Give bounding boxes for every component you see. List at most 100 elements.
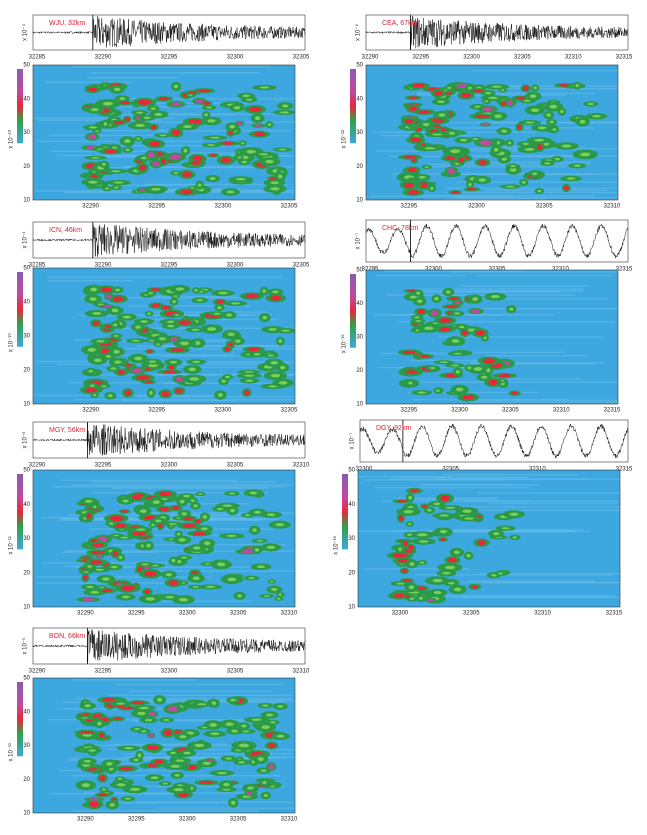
energy-mid: [263, 794, 268, 797]
energy-mid: [174, 773, 180, 777]
wave-tick-label: 32300: [161, 463, 178, 469]
energy-peak: [81, 597, 95, 601]
energy-peak: [79, 730, 94, 734]
energy-mid: [552, 128, 557, 131]
energy-mid: [116, 783, 126, 787]
spec-y-tick-label: 40: [23, 502, 30, 508]
wave-tick-label: 32305: [442, 467, 459, 473]
energy-mid: [202, 761, 211, 765]
streak: [126, 98, 295, 100]
energy-mid: [278, 174, 283, 179]
streak: [410, 359, 501, 362]
energy-peak: [402, 350, 417, 355]
energy-mid: [229, 508, 235, 513]
wave-tick-label: 32295: [161, 55, 178, 61]
energy-peak: [91, 550, 105, 555]
energy-mid: [458, 325, 465, 329]
energy-peak: [104, 149, 117, 154]
energy-mid: [509, 165, 516, 168]
energy-peak: [102, 588, 113, 593]
streak: [71, 484, 295, 486]
streak: [90, 129, 291, 132]
spec-x-tick-label: 32290: [77, 611, 94, 617]
streak: [71, 679, 197, 681]
energy-mid: [183, 494, 190, 498]
spec-x-tick-label: 32305: [230, 611, 247, 617]
streak: [107, 694, 292, 697]
energy-mid: [207, 327, 217, 331]
energy-mid: [254, 116, 261, 121]
energy-mid: [260, 769, 267, 772]
spectrogram: [366, 65, 618, 200]
spectrogram-frame: [357, 469, 621, 608]
energy-peak: [403, 155, 417, 159]
wave-tick-label: 32300: [227, 263, 244, 269]
spectrogram: [33, 470, 295, 607]
spectrogram-frame: [32, 469, 296, 608]
streak: [469, 401, 618, 404]
spec-y-tick-label: 40: [23, 96, 30, 102]
colorbar: [342, 474, 348, 550]
energy-peak: [192, 531, 207, 536]
power-scale: x 10⁻¹⁶: [341, 334, 348, 354]
spec-y-tick-label: 30: [356, 335, 363, 341]
energy-peak: [500, 101, 507, 106]
energy-peak: [270, 295, 282, 301]
energy-mid: [110, 565, 118, 569]
energy-mid: [192, 586, 199, 588]
spectrogram: [33, 678, 295, 813]
energy-peak: [445, 156, 456, 161]
energy-mid: [87, 347, 96, 352]
energy-mid: [229, 124, 235, 129]
streak: [111, 487, 269, 489]
energy-mid: [227, 577, 237, 582]
energy-mid: [121, 595, 130, 599]
energy-peak: [138, 164, 147, 171]
wave-tick-label: 32305: [227, 463, 244, 469]
energy-peak: [146, 745, 159, 751]
energy-mid: [251, 718, 262, 721]
energy-mid: [197, 703, 207, 706]
energy-mid: [501, 129, 508, 133]
spec-x-tick-label: 32310: [281, 611, 298, 617]
waveform: [365, 15, 629, 50]
spec-y-tick-label: 10: [23, 402, 30, 408]
streak: [437, 336, 605, 338]
amplitude-scale: x 10⁻⁷: [349, 433, 356, 450]
streak: [160, 113, 295, 115]
energy-mid: [485, 91, 492, 95]
streak: [405, 506, 620, 508]
energy-mid: [109, 803, 115, 807]
energy-peak: [168, 580, 179, 586]
energy-mid: [110, 367, 117, 370]
energy-mid: [417, 391, 427, 394]
power-scale: x 10⁻¹⁰: [8, 333, 15, 353]
wave-tick-label: 32310: [293, 463, 310, 469]
streak: [93, 481, 276, 483]
energy-mid: [179, 499, 185, 504]
streak: [390, 478, 588, 480]
energy-mid: [422, 122, 430, 127]
energy-mid: [455, 387, 464, 392]
spec-y-tick-label: 20: [23, 368, 30, 374]
energy-mid: [256, 565, 266, 569]
streak: [396, 594, 616, 597]
streak: [417, 484, 514, 486]
energy-peak: [458, 157, 464, 163]
spec-y-tick-label: 30: [23, 334, 30, 340]
energy-mid: [445, 506, 456, 509]
energy-peak: [86, 512, 92, 519]
energy-peak: [476, 540, 486, 546]
energy-mid: [150, 187, 161, 191]
spec-y-tick-label: 50: [23, 676, 30, 682]
energy-mid: [262, 704, 269, 707]
energy-peak: [147, 152, 155, 158]
energy-mid: [498, 572, 503, 575]
energy-mid: [267, 354, 274, 357]
spec-y-tick-label: 20: [348, 570, 355, 576]
streak: [108, 534, 231, 537]
energy-peak: [148, 711, 156, 717]
energy-mid: [113, 334, 119, 337]
wave-tick-label: 32310: [293, 669, 310, 675]
